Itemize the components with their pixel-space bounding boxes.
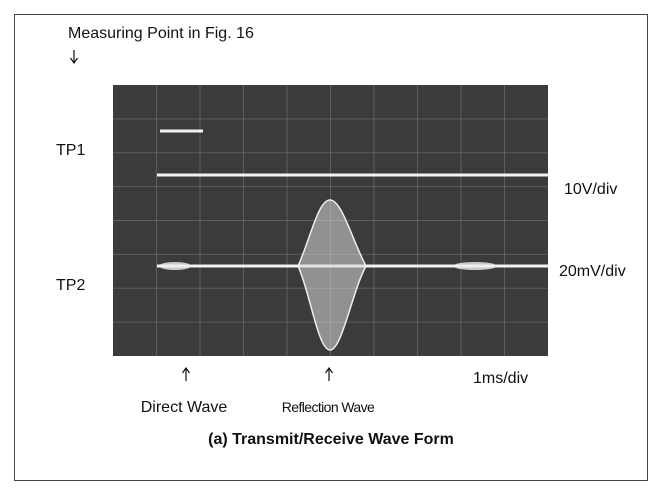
oscilloscope-screen bbox=[113, 85, 548, 356]
channel-label: TP2 bbox=[56, 277, 85, 294]
time-scale: 1ms/div bbox=[473, 370, 528, 387]
up-arrow bbox=[325, 366, 333, 381]
up-arrow bbox=[182, 366, 190, 381]
measuring-point-caption: Measuring Point in Fig. 16 bbox=[68, 25, 254, 42]
down-arrow bbox=[70, 50, 78, 65]
channel-label: TP1 bbox=[56, 142, 85, 159]
trace-blip bbox=[453, 262, 497, 270]
annotation: Direct Wave bbox=[141, 399, 228, 416]
annotation: Reflection Wave bbox=[282, 399, 375, 415]
trace-blip bbox=[159, 262, 191, 270]
channel-scale: 10V/div bbox=[564, 181, 617, 198]
figure-caption: (a) Transmit/Receive Wave Form bbox=[208, 431, 454, 448]
channel-scale: 20mV/div bbox=[559, 263, 626, 280]
reflection-burst bbox=[297, 199, 367, 351]
